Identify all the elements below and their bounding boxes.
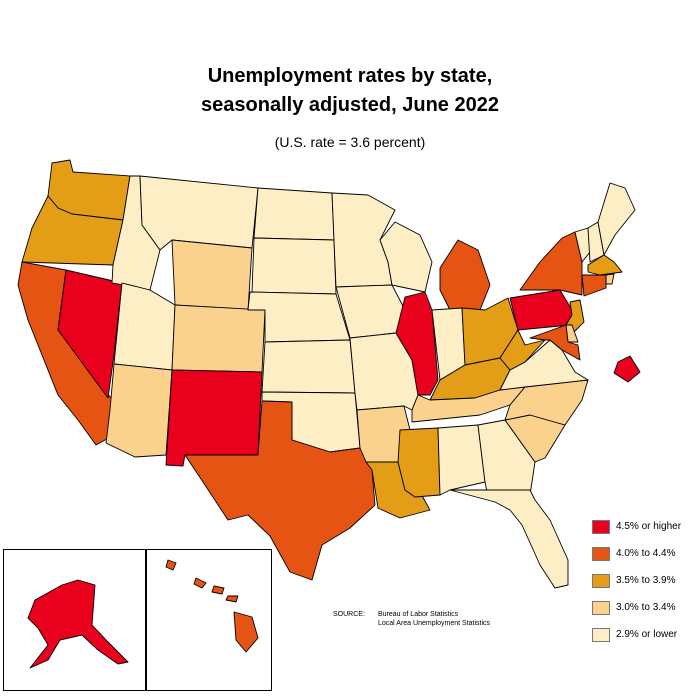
legend-label: 4.0% to 4.4% (616, 548, 676, 559)
state-ri (605, 273, 615, 285)
map-title: Unemployment rates by state, seasonally … (0, 62, 700, 120)
legend-swatch (592, 519, 610, 534)
legend-label: 2.9% or lower (616, 629, 678, 640)
state-fl (449, 489, 569, 589)
legend-label: 3.5% to 3.9% (616, 575, 676, 586)
title-line-2: seasonally adjusted, June 2022 (201, 94, 499, 116)
legend-item: 4.0% to 4.4% (592, 545, 681, 562)
state-al (437, 424, 486, 496)
source-line-1: Bureau of Labor Statistics (378, 611, 459, 618)
state-sd (251, 237, 337, 295)
legend-item: 3.5% to 3.9% (592, 572, 681, 589)
state-mi (439, 239, 491, 311)
legend-swatch (592, 546, 610, 561)
state-pa (509, 289, 576, 331)
source-key: SOURCE: (333, 611, 365, 618)
legend-swatch (592, 627, 610, 642)
state-il (395, 291, 439, 396)
state-nd (253, 187, 335, 241)
legend-label: 4.5% or higher (616, 521, 682, 532)
state-ma (587, 254, 623, 276)
state-tx (184, 400, 376, 581)
state-hi (165, 559, 259, 653)
state-ms (397, 427, 441, 498)
state-ct (581, 274, 607, 297)
state-md (529, 324, 581, 361)
state-ut (113, 282, 176, 371)
state-az (105, 363, 173, 458)
state-nm (165, 369, 263, 467)
legend: 4.5% or higher 4.0% to 4.4% 3.5% to 3.9%… (592, 518, 681, 653)
state-ny (519, 231, 583, 296)
state-co (171, 304, 266, 373)
hawaii-inset-frame (145, 549, 272, 691)
map-subtitle: (U.S. rate = 3.6 percent) (274, 134, 426, 150)
alaska-inset-frame (3, 549, 147, 691)
legend-label: 3.0% to 3.4% (616, 602, 676, 613)
legend-swatch (592, 600, 610, 615)
state-me (597, 182, 636, 256)
source-note: SOURCE: Bureau of Labor Statistics Local … (333, 610, 490, 628)
state-mt (139, 175, 259, 251)
source-line-2: Local Area Unemployment Statistics (378, 620, 491, 627)
legend-item: 4.5% or higher (592, 518, 681, 535)
state-ak (27, 579, 129, 669)
state-wi (379, 221, 433, 293)
state-wy (171, 239, 253, 311)
state-ks (261, 339, 356, 394)
legend-item: 2.9% or lower (592, 626, 681, 643)
legend-item: 3.0% to 3.4% (592, 599, 681, 616)
title-line-1: Unemployment rates by state, (207, 65, 493, 87)
state-dc (613, 355, 641, 383)
legend-swatch (592, 573, 610, 588)
